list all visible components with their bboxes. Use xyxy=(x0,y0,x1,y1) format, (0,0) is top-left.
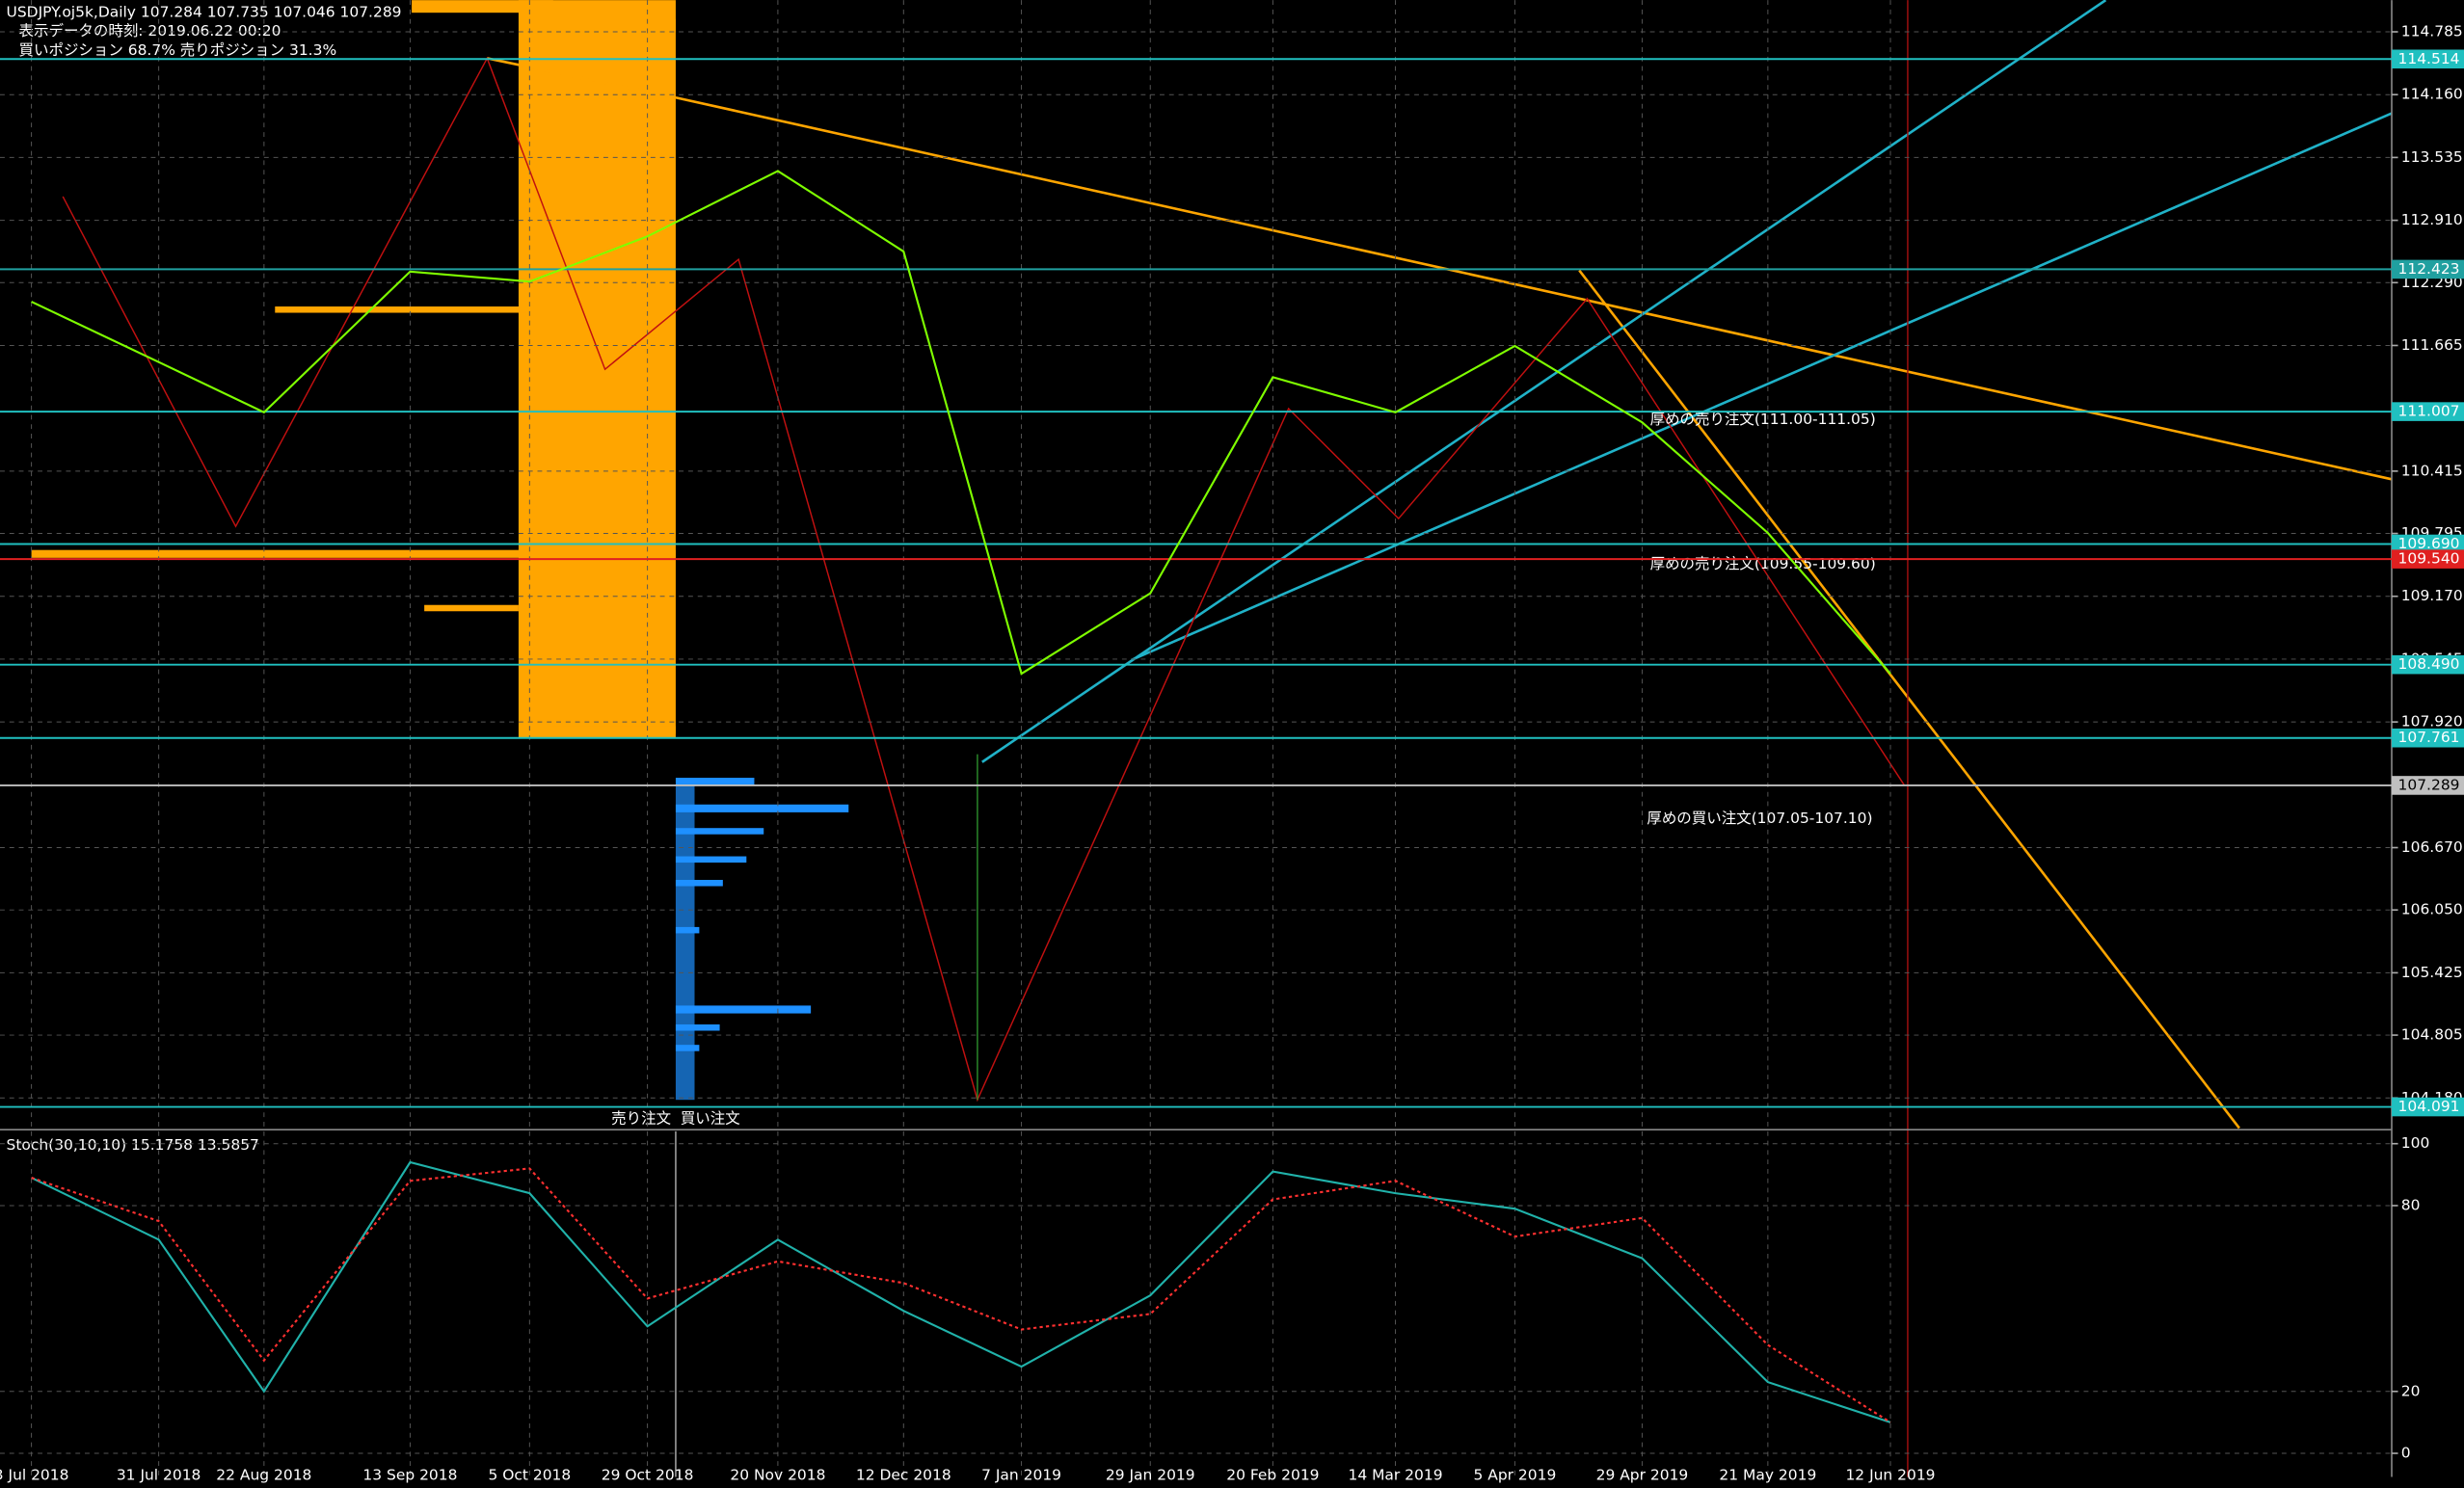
x-tick-label: 12 Jun 2019 xyxy=(1845,1466,1935,1483)
info: 買いポジション 68.7% 売りポジション 31.3% xyxy=(19,41,337,59)
x-tick-label: 22 Aug 2018 xyxy=(216,1466,311,1483)
order-book xyxy=(31,0,849,1101)
y-tick-label: 106.670 xyxy=(2401,838,2463,856)
x-tick-label: 12 Dec 2018 xyxy=(856,1466,951,1483)
chart-title: USDJPY.oj5k,Daily 107.284 107.735 107.04… xyxy=(7,4,402,21)
level-label: 107.761 xyxy=(2398,729,2460,746)
x-tick-label: 7 Jan 2019 xyxy=(981,1466,1061,1483)
level-label: 114.514 xyxy=(2398,50,2460,67)
x-tick-label: 13 Sep 2018 xyxy=(362,1466,457,1483)
level-tag xyxy=(2392,1097,2464,1117)
y-tick-label: 111.665 xyxy=(2401,336,2463,354)
y-tick-label: 112.910 xyxy=(2401,211,2463,228)
y-tick-label: 80 xyxy=(2401,1196,2421,1213)
x-tick-label: 31 Jul 2018 xyxy=(117,1466,201,1483)
info: 表示データの時刻: 2019.06.22 00:20 xyxy=(19,21,281,40)
level-label: 109.690 xyxy=(2398,535,2460,552)
level-tag xyxy=(2392,534,2464,554)
level-tag xyxy=(2392,549,2464,569)
y-tick-label: 113.535 xyxy=(2401,148,2463,166)
x-tick-label: 29 Apr 2019 xyxy=(1596,1466,1689,1483)
annotation: 厚めの買い注文(107.05-107.10) xyxy=(1647,810,1872,827)
x-tick-label: 20 Nov 2018 xyxy=(730,1466,825,1483)
y-tick-label: 109.170 xyxy=(2401,587,2463,604)
x-tick-label: 20 Feb 2019 xyxy=(1226,1466,1319,1483)
level-tag xyxy=(2392,259,2464,279)
x-tick-label: 5 Apr 2019 xyxy=(1474,1466,1557,1483)
level-tag xyxy=(2392,49,2464,69)
trend-lines xyxy=(62,0,2393,1477)
y-tick-label: 104.805 xyxy=(2401,1026,2463,1044)
level-tag xyxy=(2392,402,2464,421)
level-label: 107.289 xyxy=(2398,776,2460,793)
y-tick-label: 0 xyxy=(2401,1445,2411,1462)
price-line xyxy=(31,1167,1891,1423)
level-tag xyxy=(2392,654,2464,675)
price-line xyxy=(31,1160,1891,1423)
x-tick-label: 29 Oct 2018 xyxy=(602,1466,694,1483)
indicator-title: Stoch(30,10,10) 15.1758 13.5857 xyxy=(7,1136,259,1154)
y-tick-label: 107.920 xyxy=(2401,713,2463,731)
y-tick-label: 114.785 xyxy=(2401,23,2463,40)
level-label: 109.540 xyxy=(2398,550,2460,568)
y-tick-label: 100 xyxy=(2401,1134,2430,1152)
x-tick-label: 21 May 2019 xyxy=(1719,1466,1816,1483)
level-tag xyxy=(2392,728,2464,748)
annotation: 売り注文 xyxy=(611,1109,671,1127)
level-tag xyxy=(2392,776,2464,795)
x-tick-label: 3 Jul 2018 xyxy=(0,1466,68,1483)
level-label: 104.091 xyxy=(2398,1098,2460,1115)
x-tick-label: 29 Jan 2019 xyxy=(1106,1466,1195,1483)
x-tick-label: 5 Oct 2018 xyxy=(488,1466,571,1483)
y-tick-label: 110.415 xyxy=(2401,462,2463,479)
annotation: 買い注文 xyxy=(681,1109,740,1127)
annotation: 厚めの売り注文(111.00-111.05) xyxy=(1650,411,1876,428)
annotation: 厚めの売り注文(109.55-109.60) xyxy=(1650,555,1876,572)
x-tick-label: 14 Mar 2019 xyxy=(1348,1466,1442,1483)
price-line xyxy=(31,170,1891,676)
y-tick-label: 105.425 xyxy=(2401,964,2463,981)
y-tick-label: 106.050 xyxy=(2401,901,2463,918)
level-label: 112.423 xyxy=(2398,260,2460,278)
level-label: 108.490 xyxy=(2398,655,2460,673)
y-tick-label: 20 xyxy=(2401,1382,2421,1399)
y-tick-label: 114.160 xyxy=(2401,86,2463,103)
level-label: 111.007 xyxy=(2398,403,2460,420)
